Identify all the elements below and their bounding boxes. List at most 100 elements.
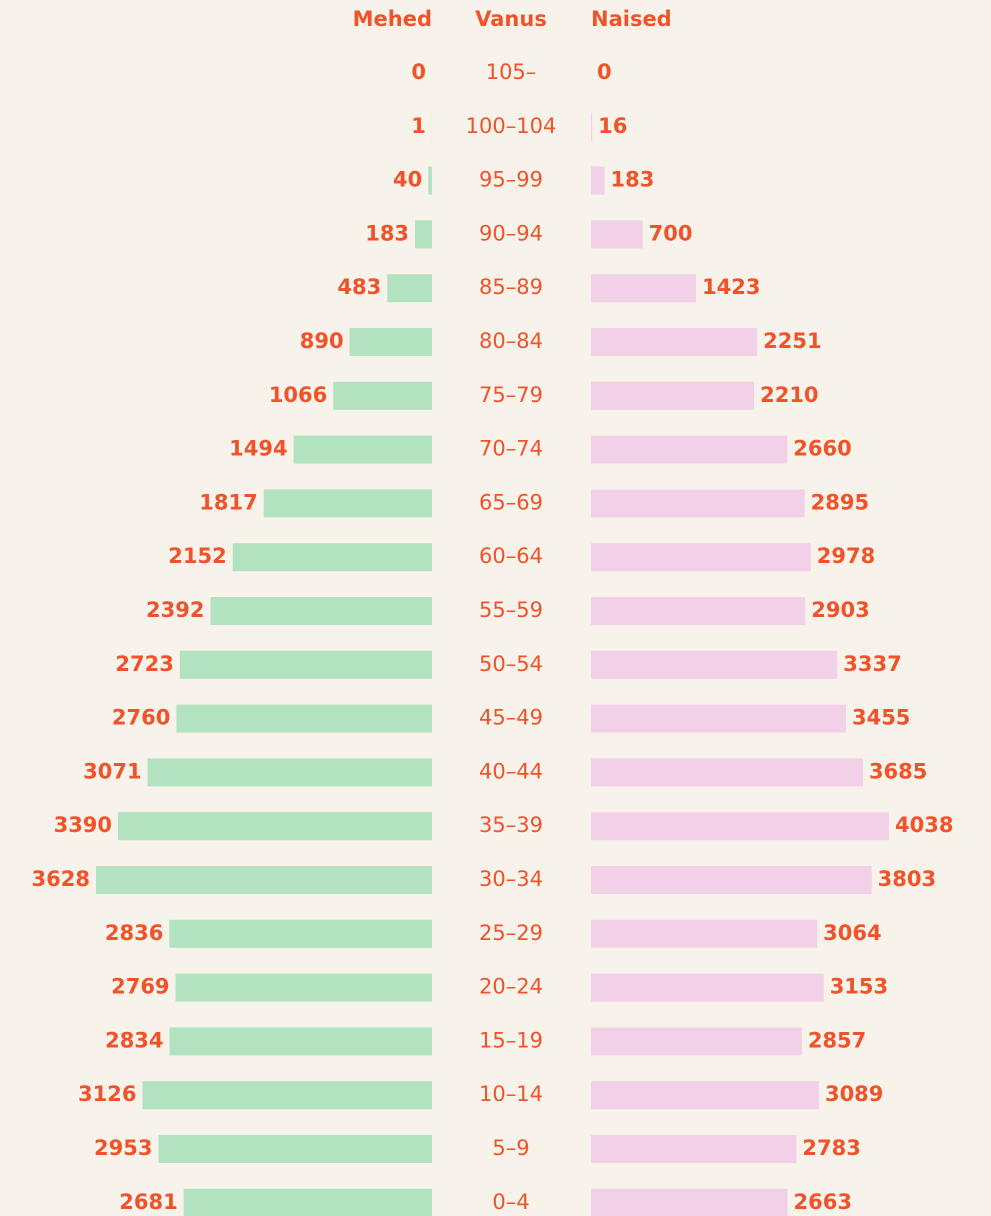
- age-label: 10–14: [479, 1082, 543, 1106]
- bar-men: [293, 435, 432, 464]
- bar-men: [428, 166, 432, 195]
- legend-women: Naised: [591, 7, 672, 31]
- value-label-women: 2210: [760, 383, 818, 407]
- value-label-women: 2857: [808, 1028, 866, 1052]
- bar-men: [118, 812, 432, 841]
- value-label-women: 2660: [793, 437, 851, 461]
- bar-women: [591, 866, 872, 894]
- bar-women: [591, 166, 605, 195]
- age-label: 55–59: [479, 598, 543, 622]
- value-label-men: 2392: [146, 598, 204, 622]
- legend-men: Mehed: [353, 7, 432, 31]
- value-label-women: 4038: [895, 813, 953, 837]
- value-label-women: 700: [649, 221, 693, 245]
- value-label-men: 2723: [115, 652, 173, 676]
- value-label-men: 2760: [112, 706, 170, 730]
- bar-men: [96, 866, 432, 894]
- bar-men: [333, 381, 432, 410]
- age-label: 105–: [486, 60, 537, 84]
- value-label-men: 1: [411, 114, 426, 138]
- bar-men: [158, 1135, 432, 1163]
- bar-women: [591, 1135, 797, 1163]
- value-label-women: 2251: [763, 329, 821, 353]
- value-label-men: 2953: [94, 1136, 152, 1160]
- value-label-women: 3685: [869, 759, 927, 783]
- bar-men: [176, 704, 432, 733]
- bar-women: [591, 112, 593, 141]
- value-label-men: 1494: [229, 437, 287, 461]
- bar-men: [232, 543, 432, 572]
- age-label: 35–39: [479, 813, 543, 837]
- value-label-men: 890: [300, 329, 344, 353]
- value-label-women: 2663: [794, 1190, 852, 1214]
- value-label-men: 3126: [78, 1082, 136, 1106]
- value-label-men: 2769: [111, 975, 169, 999]
- value-label-men: 40: [393, 168, 422, 192]
- age-label: 65–69: [479, 490, 543, 514]
- bar-women: [591, 1188, 788, 1216]
- value-label-women: 2783: [802, 1136, 860, 1160]
- bar-women: [591, 274, 697, 303]
- bar-women: [591, 489, 805, 518]
- value-label-men: 2681: [119, 1190, 177, 1214]
- value-label-men: 2152: [168, 544, 226, 568]
- age-label: 25–29: [479, 921, 543, 945]
- value-label-women: 3803: [878, 867, 936, 891]
- bar-men: [142, 1081, 432, 1110]
- value-label-men: 2834: [105, 1028, 163, 1052]
- bar-women: [591, 381, 755, 410]
- value-label-women: 2903: [811, 598, 869, 622]
- age-label: 70–74: [479, 437, 543, 461]
- value-label-men: 3071: [83, 759, 141, 783]
- bar-men: [169, 1027, 432, 1056]
- age-label: 15–19: [479, 1028, 543, 1052]
- bar-men: [169, 919, 433, 948]
- value-label-men: 3390: [54, 813, 112, 837]
- bar-men: [183, 1188, 432, 1216]
- bar-men: [415, 220, 432, 249]
- bar-women: [591, 543, 811, 572]
- value-label-men: 183: [365, 221, 409, 245]
- value-label-women: 3337: [843, 652, 901, 676]
- age-label: 5–9: [492, 1136, 529, 1160]
- bar-women: [591, 650, 838, 679]
- age-label: 85–89: [479, 275, 543, 299]
- value-label-men: 1817: [199, 490, 257, 514]
- bar-women: [591, 758, 863, 787]
- age-header: Vanus: [475, 7, 547, 31]
- value-label-women: 2978: [817, 544, 875, 568]
- value-label-men: 2836: [105, 921, 163, 945]
- value-label-men: 0: [411, 60, 426, 84]
- age-label: 100–104: [466, 114, 557, 138]
- age-label: 75–79: [479, 383, 543, 407]
- age-label: 20–24: [479, 975, 543, 999]
- age-label: 95–99: [479, 168, 543, 192]
- age-label: 40–44: [479, 759, 543, 783]
- bar-men: [210, 597, 432, 625]
- value-label-men: 483: [337, 275, 381, 299]
- bar-women: [591, 1081, 819, 1110]
- age-label: 0–4: [492, 1190, 529, 1214]
- age-label: 30–34: [479, 867, 543, 891]
- value-label-women: 0: [597, 60, 612, 84]
- value-label-women: 3089: [825, 1082, 883, 1106]
- value-label-women: 16: [598, 114, 627, 138]
- value-label-women: 3153: [830, 975, 888, 999]
- age-label: 90–94: [479, 221, 543, 245]
- bar-men: [387, 274, 432, 303]
- value-label-women: 3455: [852, 706, 910, 730]
- bar-men: [263, 489, 432, 518]
- bar-women: [591, 1027, 802, 1056]
- value-label-men: 1066: [269, 383, 327, 407]
- bar-women: [591, 435, 788, 464]
- bar-women: [591, 973, 824, 1002]
- value-label-men: 3628: [32, 867, 90, 891]
- bar-women: [591, 704, 846, 733]
- age-label: 50–54: [479, 652, 543, 676]
- age-label: 60–64: [479, 544, 543, 568]
- bar-men: [349, 328, 432, 356]
- bar-men: [179, 650, 432, 679]
- value-label-women: 1423: [702, 275, 760, 299]
